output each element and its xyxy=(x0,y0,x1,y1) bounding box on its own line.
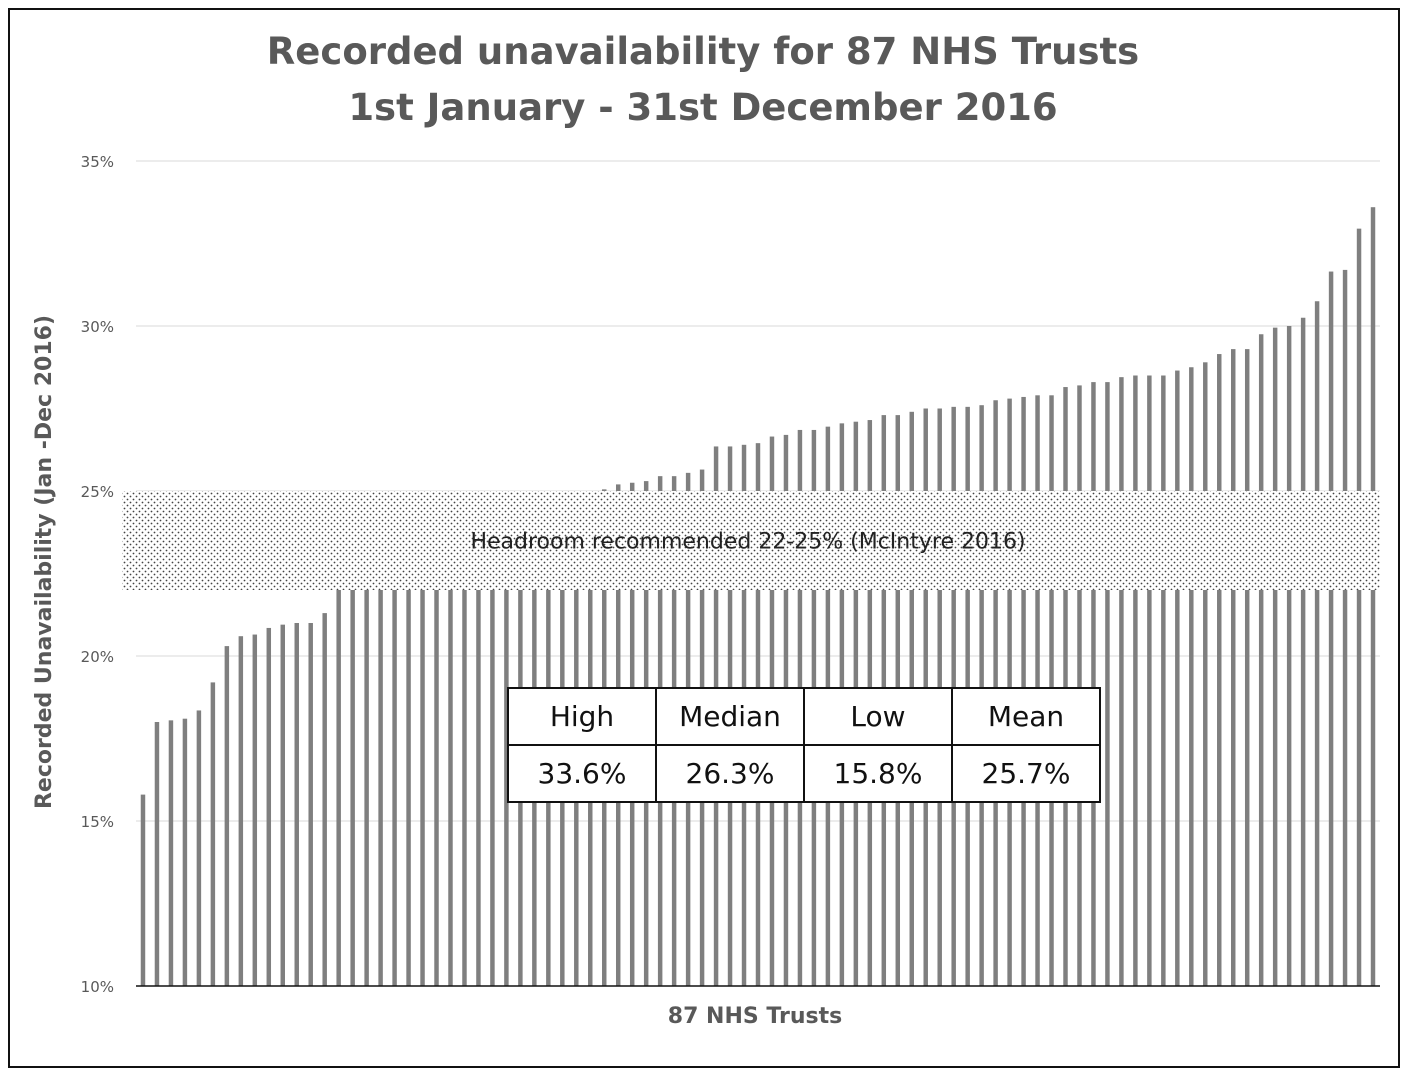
stats-header-median: Median xyxy=(655,687,805,746)
bar xyxy=(1300,317,1306,986)
y-axis-title: Recorded Unavailability (Jan -Dec 2016) xyxy=(32,315,57,809)
bar xyxy=(504,530,509,986)
bar xyxy=(308,623,313,986)
bar xyxy=(1119,377,1124,986)
bar xyxy=(1077,385,1082,986)
stats-value-median: 26.3% xyxy=(655,744,805,803)
bar xyxy=(1175,370,1180,986)
stats-table: High Median Low Mean 33.6% 26.3% 15.8% 2… xyxy=(507,687,1101,803)
bar xyxy=(196,710,202,986)
bar xyxy=(294,623,299,986)
bar xyxy=(364,530,369,986)
stats-header-low: Low xyxy=(803,687,953,746)
bar xyxy=(350,530,355,986)
bar xyxy=(1356,228,1362,986)
chart-title: Recorded unavailability for 87 NHS Trust… xyxy=(266,30,1140,73)
bar xyxy=(1091,382,1096,987)
bar xyxy=(378,530,383,986)
stats-value-high: 33.6% xyxy=(507,744,657,803)
bar xyxy=(1189,367,1194,986)
bar xyxy=(1342,269,1348,986)
stats-header-high: High xyxy=(507,687,657,746)
bar xyxy=(1147,375,1152,986)
y-tick-label: 20% xyxy=(81,648,114,666)
bar xyxy=(406,530,411,986)
bar xyxy=(224,646,230,986)
bar xyxy=(238,636,244,986)
bar xyxy=(434,530,439,986)
x-axis-title: 87 NHS Trusts xyxy=(668,1004,842,1029)
headroom-band xyxy=(122,491,1380,590)
bar xyxy=(1105,382,1110,987)
bar xyxy=(280,624,285,986)
stats-value-low: 15.8% xyxy=(803,744,953,803)
bar xyxy=(1328,271,1334,986)
bar xyxy=(1370,207,1376,986)
bar xyxy=(462,530,467,986)
stats-header-mean: Mean xyxy=(951,687,1101,746)
y-tick-label: 25% xyxy=(81,483,114,501)
bar xyxy=(1161,375,1166,986)
bar xyxy=(490,530,495,986)
y-tick-label: 15% xyxy=(81,813,114,831)
bar xyxy=(266,627,272,986)
bar xyxy=(1063,387,1068,986)
bar xyxy=(1258,334,1264,986)
bar xyxy=(1286,326,1292,986)
bar xyxy=(1133,375,1138,986)
bar xyxy=(252,634,258,986)
y-tick-label: 30% xyxy=(81,318,114,336)
stats-value-mean: 25.7% xyxy=(951,744,1101,803)
bar xyxy=(336,530,341,986)
bar xyxy=(154,722,160,986)
bar xyxy=(1314,301,1320,986)
bar xyxy=(1244,349,1250,987)
bars xyxy=(140,207,1376,987)
bar xyxy=(420,530,425,986)
bar xyxy=(210,682,216,986)
bar xyxy=(168,720,174,986)
bar xyxy=(1217,354,1222,986)
bar xyxy=(322,613,327,986)
bar xyxy=(1231,349,1236,987)
bar xyxy=(182,718,188,986)
chart-subtitle: 1st January - 31st December 2016 xyxy=(348,86,1058,129)
bar xyxy=(392,530,397,986)
bar xyxy=(1272,327,1278,986)
bar xyxy=(448,530,453,986)
bar xyxy=(1203,362,1208,986)
bar xyxy=(140,794,146,986)
y-axis-ticks: 10% 15% 20% 25% 30% 35% xyxy=(81,153,114,996)
bar xyxy=(476,530,481,986)
y-tick-label: 10% xyxy=(81,978,114,996)
headroom-label: Headroom recommended 22-25% (McIntyre 20… xyxy=(470,530,1025,555)
stats-header-row: High Median Low Mean xyxy=(507,687,1101,746)
stats-value-row: 33.6% 26.3% 15.8% 25.7% xyxy=(507,744,1101,803)
y-tick-label: 35% xyxy=(81,153,114,171)
